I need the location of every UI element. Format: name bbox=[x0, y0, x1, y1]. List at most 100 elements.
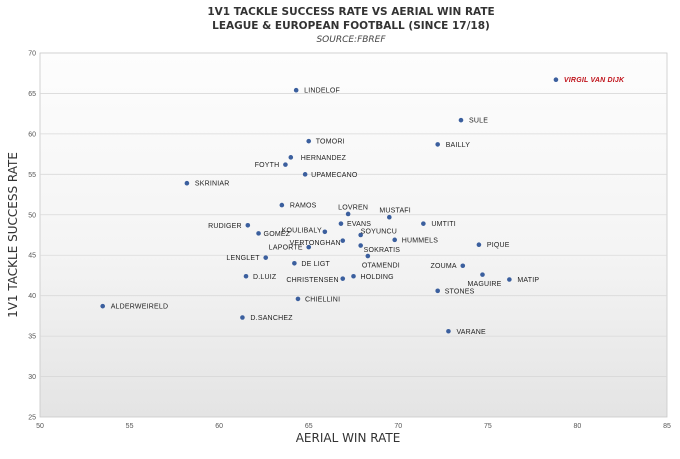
data-point bbox=[306, 138, 312, 144]
data-point bbox=[243, 273, 249, 279]
x-tick-label: 65 bbox=[305, 423, 313, 430]
data-point bbox=[358, 243, 363, 248]
data-point-label: HERNANDEZ bbox=[301, 155, 347, 162]
y-axis-ticks: 25 30 35 40 45 50 55 60 65 70 bbox=[28, 51, 36, 422]
y-tick-label: 40 bbox=[28, 293, 36, 300]
y-tick-label: 70 bbox=[28, 51, 36, 58]
y-tick-label: 50 bbox=[28, 212, 36, 219]
x-tick-label: 60 bbox=[215, 423, 223, 430]
x-axis-label: AERIAL WIN RATE bbox=[296, 431, 401, 445]
x-tick-label: 80 bbox=[574, 423, 582, 430]
chart-subtitle: LEAGUE & EUROPEAN FOOTBALL (SINCE 17/18) bbox=[212, 20, 490, 32]
data-point bbox=[460, 263, 466, 269]
data-point-label: VERTONGHAN bbox=[290, 240, 341, 247]
data-point bbox=[302, 172, 308, 177]
data-point-label: ZOUMA bbox=[430, 263, 456, 270]
x-tick-label: 50 bbox=[36, 423, 44, 430]
grid-lines bbox=[40, 93, 667, 377]
data-point bbox=[421, 221, 426, 226]
y-tick-label: 55 bbox=[28, 172, 36, 179]
data-point bbox=[340, 276, 346, 281]
y-axis-label: 1V1 TACKLE SUCCESS RATE bbox=[6, 152, 20, 318]
data-point bbox=[358, 232, 363, 238]
data-point-label: UMTITI bbox=[431, 221, 456, 228]
data-point-label: LINDELOF bbox=[304, 88, 340, 95]
data-point bbox=[306, 244, 312, 250]
data-point bbox=[476, 242, 482, 248]
data-point-label: MATIP bbox=[517, 277, 539, 284]
data-point-label: CHRISTENSEN bbox=[286, 277, 338, 284]
data-point bbox=[240, 315, 245, 320]
data-point bbox=[351, 273, 356, 279]
y-tick-label: 60 bbox=[28, 131, 36, 138]
data-point-label: RUDIGER bbox=[208, 223, 242, 230]
data-point-label: D.LUIZ bbox=[253, 274, 277, 281]
data-point bbox=[288, 155, 294, 160]
data-point-label: LAPORTE bbox=[269, 245, 303, 252]
x-tick-label: 55 bbox=[126, 423, 134, 430]
data-point-label: D.SANCHEZ bbox=[250, 315, 293, 322]
data-point bbox=[365, 253, 371, 259]
plot-area bbox=[39, 52, 668, 418]
data-points: VIRGIL VAN DIJK LINDELOF SULE TOMORI BAILLY H… bbox=[100, 77, 625, 336]
data-point-label: GOMEZ bbox=[264, 231, 291, 238]
data-point bbox=[245, 222, 251, 228]
data-point-label: VARANE bbox=[456, 329, 486, 336]
data-point bbox=[184, 180, 190, 186]
data-point-label: UPAMECANO bbox=[311, 172, 358, 179]
data-point-label: PIQUE bbox=[487, 242, 510, 249]
data-point bbox=[435, 142, 440, 147]
data-point bbox=[345, 211, 351, 217]
x-tick-label: 70 bbox=[394, 423, 402, 430]
data-point-label: CHIELLINI bbox=[305, 296, 340, 303]
data-point bbox=[256, 231, 261, 236]
x-tick-label: 75 bbox=[484, 423, 492, 430]
data-point bbox=[293, 87, 299, 93]
chart-source: SOURCE:FBREF bbox=[316, 35, 386, 45]
data-point-label: RAMOS bbox=[290, 203, 317, 210]
data-point-label: HOLDING bbox=[361, 274, 394, 281]
chart-title: 1V1 TACKLE SUCCESS RATE VS AERIAL WIN RA… bbox=[207, 6, 494, 18]
data-point-label: SKRINIAR bbox=[195, 181, 230, 188]
y-tick-label: 65 bbox=[28, 91, 36, 98]
data-point-label: TOMORI bbox=[316, 139, 345, 146]
data-point bbox=[340, 238, 346, 243]
data-point-label: FOYTH bbox=[255, 162, 280, 169]
y-tick-label: 30 bbox=[28, 374, 36, 381]
data-point bbox=[392, 237, 398, 243]
data-point-label: MUSTAFI bbox=[379, 208, 411, 215]
data-point bbox=[446, 328, 451, 334]
data-point bbox=[387, 214, 392, 220]
data-point bbox=[458, 117, 464, 123]
x-tick-label: 85 bbox=[663, 423, 671, 430]
data-point-label: BAILLY bbox=[446, 142, 471, 149]
data-point-label: OTAMENDI bbox=[362, 263, 400, 270]
data-point bbox=[322, 229, 328, 235]
data-point bbox=[295, 296, 301, 302]
data-point bbox=[480, 272, 485, 277]
data-point bbox=[263, 255, 269, 260]
data-point bbox=[283, 162, 288, 167]
data-point-label: VIRGIL VAN DIJK bbox=[564, 77, 625, 84]
data-point-label: KOULIBALY bbox=[282, 227, 322, 234]
data-point bbox=[338, 221, 344, 226]
data-point-label: DE LIGT bbox=[301, 261, 330, 268]
y-tick-label: 25 bbox=[28, 415, 36, 422]
data-point bbox=[435, 288, 440, 294]
data-point bbox=[507, 277, 512, 282]
data-point-label: MAGUIRE bbox=[467, 281, 501, 288]
data-point-label: LENGLET bbox=[226, 255, 260, 262]
y-tick-label: 45 bbox=[28, 253, 36, 260]
data-point-label: ALDERWEIRELD bbox=[111, 304, 169, 311]
data-point-label: SULE bbox=[469, 118, 488, 125]
data-point bbox=[279, 202, 285, 208]
x-axis-ticks: 50 55 60 65 70 75 80 85 bbox=[36, 423, 671, 430]
data-point-label: SOYUNCU bbox=[361, 229, 397, 236]
data-point bbox=[100, 303, 105, 309]
data-point-label: EVANS bbox=[347, 221, 371, 228]
data-point bbox=[553, 77, 559, 82]
data-point-label: SOKRATIS bbox=[364, 247, 401, 254]
data-point-label: STONES bbox=[445, 288, 475, 295]
data-point-label: LOVREN bbox=[338, 204, 368, 211]
